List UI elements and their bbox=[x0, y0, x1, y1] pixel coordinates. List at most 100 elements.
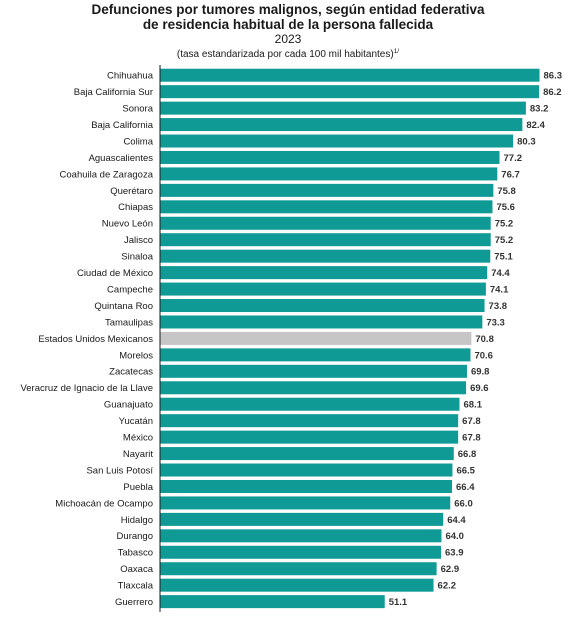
chart-year: 2023 bbox=[274, 32, 302, 46]
value-label: 63.9 bbox=[445, 548, 464, 559]
value-label: 62.9 bbox=[441, 564, 460, 575]
category-label: Campeche bbox=[107, 284, 153, 295]
category-label: Baja California Sur bbox=[74, 87, 153, 98]
category-label: Querétaro bbox=[110, 186, 153, 197]
value-label: 66.5 bbox=[456, 465, 475, 476]
bar bbox=[160, 68, 540, 82]
bar bbox=[160, 167, 498, 181]
category-label: Sinaloa bbox=[121, 252, 153, 263]
category-label: Ciudad de México bbox=[77, 268, 153, 279]
category-label: Quintana Roo bbox=[94, 301, 153, 312]
bar bbox=[160, 233, 491, 247]
category-label: Veracruz de Ignacio de la Llave bbox=[20, 383, 153, 394]
category-label: Sonora bbox=[122, 104, 153, 115]
bar bbox=[160, 447, 454, 461]
bar bbox=[160, 282, 486, 296]
category-label: Tlaxcala bbox=[118, 581, 154, 592]
value-label: 86.3 bbox=[544, 71, 563, 82]
value-label: 70.8 bbox=[475, 334, 494, 345]
category-label: Morelos bbox=[119, 350, 153, 361]
value-label: 66.8 bbox=[458, 449, 477, 460]
bar bbox=[160, 595, 385, 609]
bar bbox=[160, 183, 494, 197]
category-label: Nuevo León bbox=[102, 219, 153, 230]
value-label: 75.8 bbox=[497, 186, 515, 197]
category-label: Durango bbox=[117, 531, 153, 542]
value-label: 75.1 bbox=[494, 252, 513, 263]
value-label: 75.6 bbox=[496, 202, 514, 213]
bar bbox=[160, 150, 500, 164]
bar bbox=[160, 364, 467, 378]
category-label: Aguascalientes bbox=[89, 153, 154, 164]
chart-title-line-2: de residencia habitual de la persona fal… bbox=[142, 17, 434, 32]
category-label: Baja California bbox=[91, 120, 153, 131]
bar bbox=[160, 381, 467, 395]
value-label: 64.0 bbox=[445, 531, 464, 542]
bar bbox=[160, 430, 459, 444]
category-label: Tabasco bbox=[118, 548, 153, 559]
chart-subtitle: (tasa estandarizada por cada 100 mil hab… bbox=[0, 46, 576, 61]
category-label: Zacatecas bbox=[109, 367, 153, 378]
footnote-marker: 1/ bbox=[393, 48, 400, 55]
category-label: San Luis Potosí bbox=[86, 465, 153, 476]
value-label: 77.2 bbox=[504, 153, 523, 164]
value-label: 64.4 bbox=[447, 515, 466, 526]
bar bbox=[160, 414, 459, 428]
bar bbox=[160, 562, 437, 576]
category-label: Jalisco bbox=[124, 235, 153, 246]
bar bbox=[160, 348, 471, 362]
category-label: Guanajuato bbox=[104, 400, 153, 411]
value-label: 75.2 bbox=[495, 219, 513, 230]
value-label: 75.2 bbox=[495, 235, 513, 246]
value-label: 74.4 bbox=[491, 268, 510, 279]
value-label: 69.8 bbox=[471, 367, 490, 378]
category-label: Chiapas bbox=[118, 202, 153, 213]
category-label: México bbox=[123, 433, 153, 444]
category-label: Michoacán de Ocampo bbox=[55, 498, 153, 509]
value-label: 82.4 bbox=[526, 120, 545, 131]
value-label: 83.2 bbox=[530, 104, 549, 115]
value-label: 70.6 bbox=[474, 350, 493, 361]
value-label: 67.8 bbox=[462, 433, 481, 444]
category-label: Tamaulipas bbox=[105, 317, 153, 328]
bar bbox=[160, 315, 483, 329]
bar bbox=[160, 118, 523, 132]
category-label: Puebla bbox=[123, 482, 153, 493]
bar-national bbox=[160, 331, 472, 345]
category-label: Coahuila de Zaragoza bbox=[60, 169, 154, 180]
bar bbox=[160, 496, 451, 510]
value-label: 62.2 bbox=[438, 581, 457, 592]
value-label: 76.7 bbox=[501, 169, 520, 180]
value-label: 73.3 bbox=[486, 317, 505, 328]
bar bbox=[160, 529, 442, 543]
value-label: 51.1 bbox=[389, 597, 408, 608]
value-label: 74.1 bbox=[490, 284, 509, 295]
value-label: 67.8 bbox=[462, 416, 481, 427]
bar bbox=[160, 101, 526, 115]
bar bbox=[160, 85, 540, 99]
chart-title-line-1: Defunciones por tumores malignos, según … bbox=[91, 2, 485, 17]
bar bbox=[160, 463, 453, 477]
category-label: Guerrero bbox=[115, 597, 153, 608]
value-label: 69.6 bbox=[470, 383, 489, 394]
bar bbox=[160, 216, 491, 230]
bar bbox=[160, 266, 488, 280]
value-label: 68.1 bbox=[463, 400, 482, 411]
category-label: Nayarit bbox=[123, 449, 153, 460]
category-label: Yucatán bbox=[119, 416, 153, 427]
bar bbox=[160, 545, 442, 559]
bar bbox=[160, 512, 444, 526]
value-label: 80.3 bbox=[517, 136, 536, 147]
bar bbox=[160, 578, 434, 592]
value-label: 86.2 bbox=[543, 87, 562, 98]
value-label: 73.8 bbox=[489, 301, 508, 312]
category-label: Colima bbox=[123, 136, 153, 147]
value-label: 66.0 bbox=[454, 498, 473, 509]
category-label: Chihuahua bbox=[107, 71, 154, 82]
value-label: 66.4 bbox=[456, 482, 475, 493]
category-label: Estados Unidos Mexicanos bbox=[38, 334, 153, 345]
bar bbox=[160, 397, 460, 411]
category-label: Oaxaca bbox=[120, 564, 153, 575]
bar bbox=[160, 249, 491, 263]
